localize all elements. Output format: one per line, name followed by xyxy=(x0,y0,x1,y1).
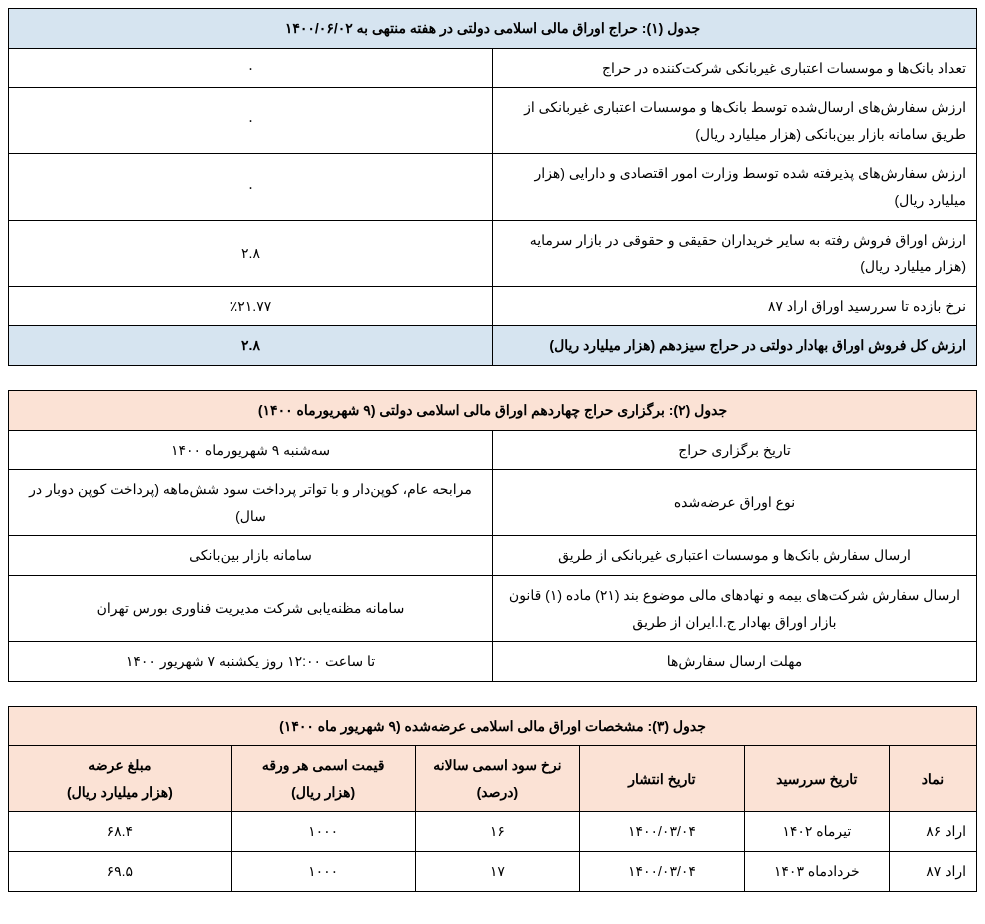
t2-label: نوع اوراق عرضه‌شده xyxy=(493,470,977,536)
t3-head-maturity: تاریخ سررسید xyxy=(744,746,889,812)
t3-amount: ۶۹.۵ xyxy=(9,852,232,892)
t1-value: ۰ xyxy=(9,48,493,88)
t3-head-nominal: قیمت اسمی هر ورقه (هزار ریال) xyxy=(231,746,415,812)
table-row: اراد ۸۶ تیرماه ۱۴۰۲ ۱۴۰۰/۰۳/۰۴ ۱۶ ۱۰۰۰ ۶… xyxy=(9,812,977,852)
t1-value: ٪۲۱.۷۷ xyxy=(9,286,493,326)
t3-maturity: تیرماه ۱۴۰۲ xyxy=(744,812,889,852)
table-3-securities-spec: جدول (۳): مشخصات اوراق مالی اسلامی عرضه‌… xyxy=(8,706,977,892)
t1-label: ارزش سفارش‌های پذیرفته شده توسط وزارت ام… xyxy=(493,154,977,220)
t1-label: ارزش اوراق فروش رفته به سایر خریداران حق… xyxy=(493,220,977,286)
t1-label: تعداد بانک‌ها و موسسات اعتباری غیربانکی … xyxy=(493,48,977,88)
table-row: ارسال سفارش شرکت‌های بیمه و نهادهای مالی… xyxy=(9,575,977,641)
t3-head-rate-l2: (درصد) xyxy=(477,784,519,800)
table-1-title: جدول (۱): حراج اوراق مالی اسلامی دولتی د… xyxy=(9,9,977,49)
t2-value: تا ساعت ۱۲:۰۰ روز یکشنبه ۷ شهریور ۱۴۰۰ xyxy=(9,642,493,682)
table-row: ارزش سفارش‌های پذیرفته شده توسط وزارت ام… xyxy=(9,154,977,220)
table-1-auction-results: جدول (۱): حراج اوراق مالی اسلامی دولتی د… xyxy=(8,8,977,366)
t2-value: مرابحه عام، کوپن‌دار و با تواتر پرداخت س… xyxy=(9,470,493,536)
t3-nominal: ۱۰۰۰ xyxy=(231,812,415,852)
table-row: نرخ بازده تا سررسید اوراق اراد ۸۷ ٪۲۱.۷۷ xyxy=(9,286,977,326)
t3-rate: ۱۶ xyxy=(415,812,580,852)
t3-head-symbol: نماد xyxy=(889,746,976,812)
table-1-total-row: ارزش کل فروش اوراق بهادار دولتی در حراج … xyxy=(9,326,977,366)
t1-label: نرخ بازده تا سررسید اوراق اراد ۸۷ xyxy=(493,286,977,326)
table-row: نوع اوراق عرضه‌شده مرابحه عام، کوپن‌دار … xyxy=(9,470,977,536)
t3-head-issue: تاریخ انتشار xyxy=(580,746,745,812)
table-row: ارزش اوراق فروش رفته به سایر خریداران حق… xyxy=(9,220,977,286)
t3-issue: ۱۴۰۰/۰۳/۰۴ xyxy=(580,852,745,892)
t1-value: ۲.۸ xyxy=(9,220,493,286)
table-row: اراد ۸۷ خردادماه ۱۴۰۳ ۱۴۰۰/۰۳/۰۴ ۱۷ ۱۰۰۰… xyxy=(9,852,977,892)
table-row: ارزش سفارش‌های ارسال‌شده توسط بانک‌ها و … xyxy=(9,88,977,154)
t2-label: ارسال سفارش شرکت‌های بیمه و نهادهای مالی… xyxy=(493,575,977,641)
t1-total-label: ارزش کل فروش اوراق بهادار دولتی در حراج … xyxy=(493,326,977,366)
t3-head-amount-l2: (هزار میلیارد ریال) xyxy=(67,784,173,800)
t3-head-nominal-l1: قیمت اسمی هر ورقه xyxy=(262,757,385,773)
t3-issue: ۱۴۰۰/۰۳/۰۴ xyxy=(580,812,745,852)
table-2-title: جدول (۲): برگزاری حراج چهاردهم اوراق مال… xyxy=(9,390,977,430)
table-row: ارسال سفارش بانک‌ها و موسسات اعتباری غیر… xyxy=(9,536,977,576)
table-3-header-row: نماد تاریخ سررسید تاریخ انتشار نرخ سود ا… xyxy=(9,746,977,812)
t2-label: ارسال سفارش بانک‌ها و موسسات اعتباری غیر… xyxy=(493,536,977,576)
t2-label: تاریخ برگزاری حراج xyxy=(493,430,977,470)
t3-maturity: خردادماه ۱۴۰۳ xyxy=(744,852,889,892)
t3-head-amount: مبلغ عرضه (هزار میلیارد ریال) xyxy=(9,746,232,812)
table-3-title: جدول (۳): مشخصات اوراق مالی اسلامی عرضه‌… xyxy=(9,706,977,746)
t1-value: ۰ xyxy=(9,154,493,220)
t2-value: سامانه مظنه‌یابی شرکت مدیریت فناوری بورس… xyxy=(9,575,493,641)
t3-head-nominal-l2: (هزار ریال) xyxy=(291,784,355,800)
t2-label: مهلت ارسال سفارش‌ها xyxy=(493,642,977,682)
t1-value: ۰ xyxy=(9,88,493,154)
t3-head-rate-l1: نرخ سود اسمی سالانه xyxy=(433,757,561,773)
table-row: تاریخ برگزاری حراج سه‌شنبه ۹ شهریورماه ۱… xyxy=(9,430,977,470)
t3-head-rate: نرخ سود اسمی سالانه (درصد) xyxy=(415,746,580,812)
t3-symbol: اراد ۸۷ xyxy=(889,852,976,892)
t3-symbol: اراد ۸۶ xyxy=(889,812,976,852)
t1-label: ارزش سفارش‌های ارسال‌شده توسط بانک‌ها و … xyxy=(493,88,977,154)
t3-amount: ۶۸.۴ xyxy=(9,812,232,852)
table-row: مهلت ارسال سفارش‌ها تا ساعت ۱۲:۰۰ روز یک… xyxy=(9,642,977,682)
t2-value: سه‌شنبه ۹ شهریورماه ۱۴۰۰ xyxy=(9,430,493,470)
table-2-next-auction: جدول (۲): برگزاری حراج چهاردهم اوراق مال… xyxy=(8,390,977,682)
t3-head-amount-l1: مبلغ عرضه xyxy=(88,757,151,773)
t1-total-value: ۲.۸ xyxy=(9,326,493,366)
table-row: تعداد بانک‌ها و موسسات اعتباری غیربانکی … xyxy=(9,48,977,88)
t2-value: سامانه بازار بین‌بانکی xyxy=(9,536,493,576)
t3-nominal: ۱۰۰۰ xyxy=(231,852,415,892)
t3-rate: ۱۷ xyxy=(415,852,580,892)
